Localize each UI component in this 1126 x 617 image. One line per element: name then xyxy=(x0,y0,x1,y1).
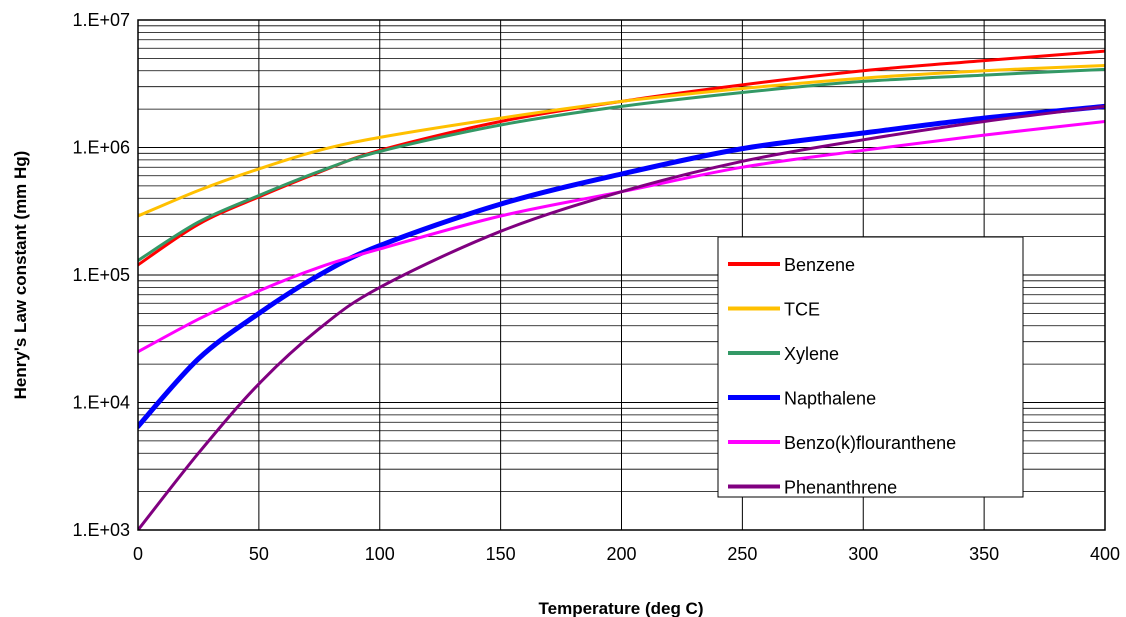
series-layer xyxy=(138,49,1105,530)
legend-box xyxy=(717,236,1024,498)
legend: Benzene TCE Xylene Napthalene Benzo(k)floura… xyxy=(717,236,1024,498)
y-axis-title: Henry's Law constant (mm Hg) xyxy=(11,151,30,400)
legend-label-napthalene: Napthalene xyxy=(784,389,876,409)
x-tick-label: 150 xyxy=(486,544,516,564)
y-tick-label: 1.E+04 xyxy=(72,393,130,413)
x-tick-label: 300 xyxy=(848,544,878,564)
x-tick-label: 400 xyxy=(1090,544,1120,564)
x-tick-label: 50 xyxy=(249,544,269,564)
series-line-xylene xyxy=(138,67,1105,262)
legend-label-phenanthrene: Phenanthrene xyxy=(784,478,897,498)
y-tick-labels: 1.E+03 1.E+04 1.E+05 1.E+06 1.E+07 xyxy=(72,10,130,540)
legend-items: Benzene TCE Xylene Napthalene Benzo(k)floura… xyxy=(728,255,956,498)
y-tick-label: 1.E+05 xyxy=(72,265,130,285)
series-line-benzo-k-flouranthene xyxy=(138,120,1105,354)
legend-label-xylene: Xylene xyxy=(784,344,839,364)
series-line-phenanthrene xyxy=(138,104,1105,530)
x-tick-labels: 0 50 100 150 200 250 300 350 400 xyxy=(133,544,1120,564)
legend-label-tce: TCE xyxy=(784,300,820,320)
x-tick-label: 100 xyxy=(365,544,395,564)
x-axis-title: Temperature (deg C) xyxy=(539,599,704,617)
series-line-tce xyxy=(138,64,1105,218)
y-tick-label: 1.E+07 xyxy=(72,10,130,30)
series-line-napthalene xyxy=(138,103,1105,429)
x-tick-label: 350 xyxy=(969,544,999,564)
legend-label-benzene: Benzene xyxy=(784,255,855,275)
x-tick-label: 0 xyxy=(133,544,143,564)
x-tick-label: 250 xyxy=(727,544,757,564)
y-tick-label: 1.E+03 xyxy=(72,520,130,540)
legend-label-benzo-k-flouranthene: Benzo(k)flouranthene xyxy=(784,433,956,453)
y-tick-label: 1.E+06 xyxy=(72,138,130,158)
x-tick-label: 200 xyxy=(606,544,636,564)
plot-border xyxy=(137,19,1106,531)
